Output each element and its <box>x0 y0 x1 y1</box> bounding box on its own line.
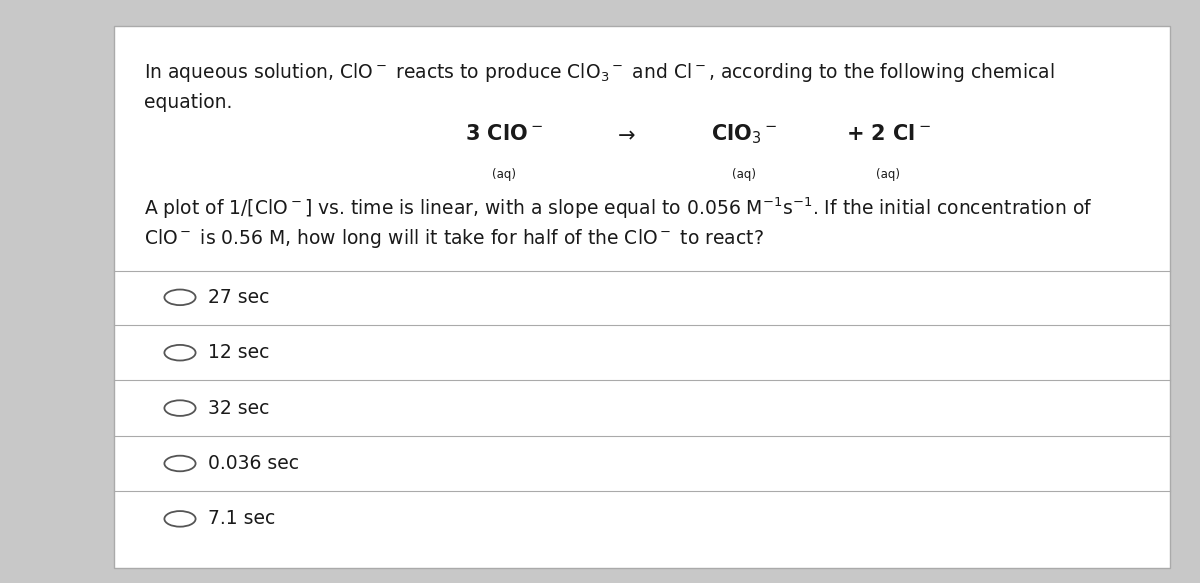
Text: 12 sec: 12 sec <box>208 343 269 362</box>
Text: 3 ClO$^-$: 3 ClO$^-$ <box>466 124 542 144</box>
Text: 32 sec: 32 sec <box>208 399 269 417</box>
Text: (aq): (aq) <box>732 168 756 181</box>
Text: 27 sec: 27 sec <box>208 288 269 307</box>
Text: + 2 Cl$^-$: + 2 Cl$^-$ <box>846 124 930 144</box>
Text: ClO$_3$$^-$: ClO$_3$$^-$ <box>710 122 778 146</box>
Text: 0.036 sec: 0.036 sec <box>208 454 299 473</box>
Text: $\rightarrow$: $\rightarrow$ <box>613 124 635 144</box>
Text: ClO$^-$ is 0.56 M, how long will it take for half of the ClO$^-$ to react?: ClO$^-$ is 0.56 M, how long will it take… <box>144 227 763 250</box>
Text: 7.1 sec: 7.1 sec <box>208 510 275 528</box>
Text: A plot of 1/[ClO$^-$] vs. time is linear, with a slope equal to 0.056 M$^{-1}$s$: A plot of 1/[ClO$^-$] vs. time is linear… <box>144 195 1092 221</box>
Text: (aq): (aq) <box>876 168 900 181</box>
Text: (aq): (aq) <box>492 168 516 181</box>
FancyBboxPatch shape <box>114 26 1170 568</box>
Text: equation.: equation. <box>144 93 233 113</box>
Text: In aqueous solution, ClO$^-$ reacts to produce ClO$_3$$^-$ and Cl$^-$, according: In aqueous solution, ClO$^-$ reacts to p… <box>144 61 1055 84</box>
